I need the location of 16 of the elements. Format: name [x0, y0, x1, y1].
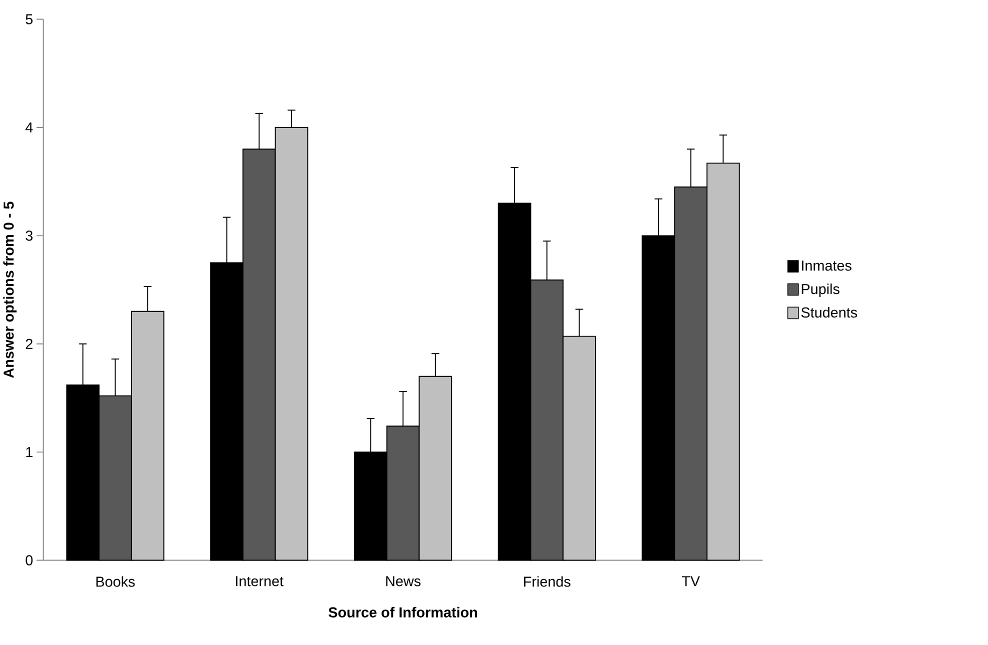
y-tick-label: 4: [25, 122, 33, 132]
y-tick-label: 3: [26, 230, 33, 241]
legend-label: Students: [801, 306, 858, 318]
x-tick-label: Friends: [524, 576, 570, 587]
x-tick-label: Books: [96, 576, 135, 587]
y-tick-label: 2: [26, 338, 32, 349]
x-axis-title: Source of Information: [328, 606, 477, 618]
y-tick-label: 1: [26, 447, 32, 457]
x-tick-label: TV: [682, 576, 700, 586]
legend-label: Inmates: [802, 260, 852, 271]
x-tick-label: News: [386, 576, 421, 586]
y-tick-label: 0: [26, 555, 33, 566]
y-tick-label: 5: [26, 14, 33, 24]
y-axis-title: Answer options from 0 - 5: [3, 202, 17, 378]
legend-label: Pupils: [802, 284, 840, 297]
x-tick-label: Internet: [236, 576, 284, 586]
